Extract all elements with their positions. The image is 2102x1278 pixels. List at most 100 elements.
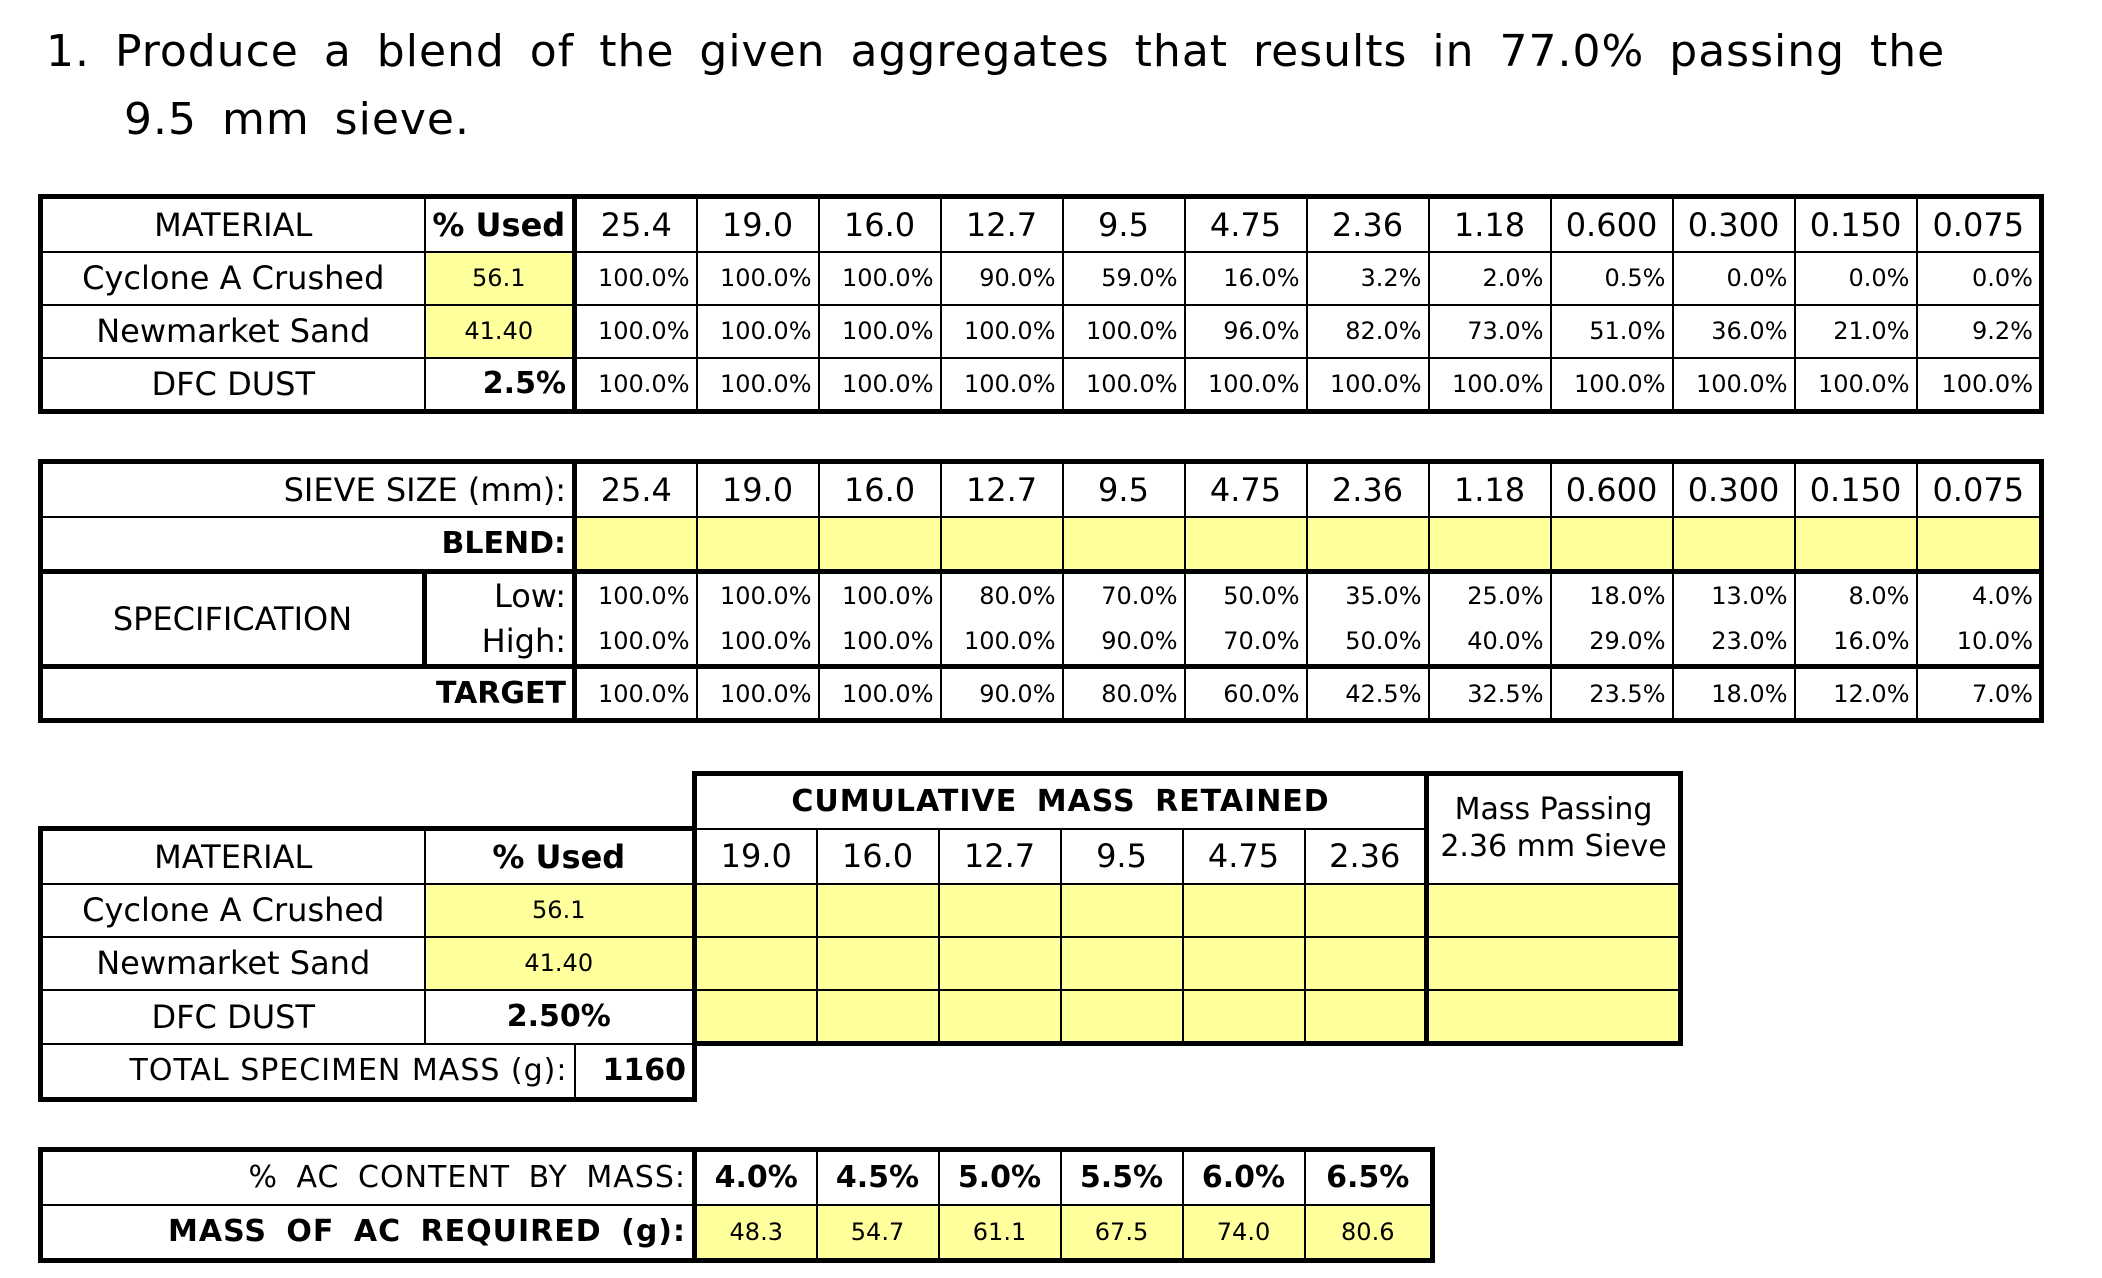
cumulative-row-newmarket: Newmarket Sand 41.40	[38, 935, 1684, 991]
retained-input[interactable]	[1059, 935, 1184, 991]
blend-input[interactable]	[1549, 515, 1674, 574]
material-name: DFC DUST	[38, 988, 426, 1045]
retained-input[interactable]	[937, 935, 1062, 991]
blend-input[interactable]	[1061, 515, 1186, 574]
spec-high-value: 100.0%	[817, 618, 942, 669]
total-mass-label: TOTAL SPECIMEN MASS (g):	[38, 1042, 576, 1102]
retained-input[interactable]	[1303, 882, 1430, 938]
blend-input[interactable]	[1427, 515, 1552, 574]
passing-value: 100.0%	[695, 356, 820, 414]
ac-mass-input[interactable]: 74.0	[1181, 1203, 1306, 1263]
retained-input[interactable]	[815, 988, 940, 1046]
passing-value: 100.0%	[817, 356, 942, 414]
passing-value: 100.0%	[695, 303, 820, 359]
cumulative-mass-label: CUMULATIVE MASS RETAINED	[692, 771, 1430, 830]
sieve-header: 9.5	[1061, 194, 1186, 253]
spec-high-value: 90.0%	[1061, 618, 1186, 669]
question-text: 1. Produce a blend of the given aggregat…	[46, 18, 1945, 154]
target-value: 90.0%	[939, 665, 1064, 723]
retained-input[interactable]	[1181, 935, 1306, 991]
retained-input[interactable]	[693, 935, 818, 991]
spec-low-row: SPECIFICATION Low: 100.0% 100.0% 100.0% …	[38, 570, 2044, 669]
blend-input[interactable]	[1183, 515, 1308, 574]
retained-input[interactable]	[815, 882, 940, 938]
retained-input[interactable]	[937, 988, 1062, 1046]
target-value: 100.0%	[817, 665, 942, 723]
passing-value: 100.0%	[1183, 356, 1308, 414]
ac-content-label: % AC CONTENT BY MASS:	[38, 1147, 697, 1206]
newmarket-used-input[interactable]: 41.40	[423, 303, 577, 359]
spec-low-value: 25.0%	[1427, 570, 1552, 619]
blend-input[interactable]	[1671, 515, 1796, 574]
retained-input[interactable]	[1059, 988, 1184, 1046]
question-line-2: 9.5 mm sieve.	[124, 94, 470, 145]
ac-mass-input[interactable]: 54.7	[815, 1203, 940, 1263]
sieve-header: 0.300	[1671, 459, 1796, 518]
passing-value: 100.0%	[695, 250, 820, 306]
sieve-header: 16.0	[815, 827, 940, 885]
table1-row-newmarket: Newmarket Sand 41.40 100.0% 100.0% 100.0…	[38, 303, 2044, 359]
cyclone-used-input-2[interactable]: 56.1	[423, 882, 698, 938]
spec-low-value: 80.0%	[939, 570, 1064, 619]
material-gradation-table: MATERIAL % Used 25.4 19.0 16.0 12.7 9.5 …	[38, 194, 2044, 414]
ac-mass-input[interactable]: 67.5	[1059, 1203, 1184, 1263]
ac-mass-input[interactable]: 61.1	[937, 1203, 1062, 1263]
sieve-header: 19.0	[695, 459, 820, 518]
sieve-header: 4.75	[1183, 194, 1308, 253]
sieve-header: 16.0	[817, 194, 942, 253]
spec-high-value: 50.0%	[1305, 618, 1430, 669]
mass-passing-input[interactable]	[1425, 935, 1684, 991]
retained-input[interactable]	[1059, 882, 1184, 938]
sieve-header: 0.600	[1549, 194, 1674, 253]
blend-input[interactable]	[1305, 515, 1430, 574]
sieve-header: 12.7	[939, 194, 1064, 253]
sieve-header: 25.4	[573, 459, 698, 518]
used-header: % Used	[423, 194, 577, 253]
retained-input[interactable]	[693, 988, 818, 1046]
sieve-header: 1.18	[1427, 459, 1552, 518]
passing-value: 100.0%	[1915, 356, 2044, 414]
material-name: Cyclone A Crushed	[38, 882, 426, 938]
retained-input[interactable]	[1303, 988, 1430, 1046]
blend-input[interactable]	[939, 515, 1064, 574]
sieve-header: 19.0	[695, 194, 820, 253]
retained-input[interactable]	[1181, 882, 1306, 938]
blend-input[interactable]	[817, 515, 942, 574]
spec-high-value: 10.0%	[1915, 618, 2044, 669]
target-value: 42.5%	[1305, 665, 1430, 723]
passing-value: 16.0%	[1183, 250, 1308, 306]
passing-value: 100.0%	[1427, 356, 1552, 414]
cyclone-used-input[interactable]: 56.1	[423, 250, 577, 306]
ac-mass-row: MASS OF AC REQUIRED (g): 48.3 54.7 61.1 …	[38, 1203, 1435, 1263]
retained-input[interactable]	[1181, 988, 1306, 1046]
ac-content-table: % AC CONTENT BY MASS: 4.0% 4.5% 5.0% 5.5…	[38, 1147, 1435, 1263]
blend-input[interactable]	[1915, 515, 2044, 574]
passing-value: 100.0%	[1671, 356, 1796, 414]
spec-high-value: 100.0%	[695, 618, 820, 669]
newmarket-used-input-2[interactable]: 41.40	[423, 935, 698, 991]
sieve-size-label: SIEVE SIZE (mm):	[38, 459, 577, 518]
passing-value: 82.0%	[1305, 303, 1430, 359]
blend-input[interactable]	[1793, 515, 1918, 574]
sieve-header: 0.150	[1793, 194, 1918, 253]
ac-mass-input[interactable]: 48.3	[693, 1203, 818, 1263]
blend-input[interactable]	[695, 515, 820, 574]
sieve-header: 0.075	[1915, 194, 2044, 253]
spec-low-value: 100.0%	[573, 570, 698, 619]
target-label: TARGET	[38, 665, 577, 723]
blend-label: BLEND:	[38, 515, 577, 574]
retained-input[interactable]	[1303, 935, 1430, 991]
dfc-used-value: 2.5%	[423, 356, 577, 414]
mass-passing-input[interactable]	[1425, 988, 1684, 1046]
retained-input[interactable]	[937, 882, 1062, 938]
sieve-header: 25.4	[573, 194, 698, 253]
sieve-header: 0.075	[1915, 459, 2044, 518]
ac-mass-input[interactable]: 80.6	[1303, 1203, 1435, 1263]
retained-input[interactable]	[693, 882, 818, 938]
passing-value: 0.0%	[1671, 250, 1796, 306]
retained-input[interactable]	[815, 935, 940, 991]
blend-input[interactable]	[573, 515, 698, 574]
cumulative-row-dfc: DFC DUST 2.50%	[38, 988, 1684, 1046]
cumulative-row-cyclone: Cyclone A Crushed 56.1	[38, 882, 1684, 938]
mass-passing-input[interactable]	[1425, 882, 1684, 938]
